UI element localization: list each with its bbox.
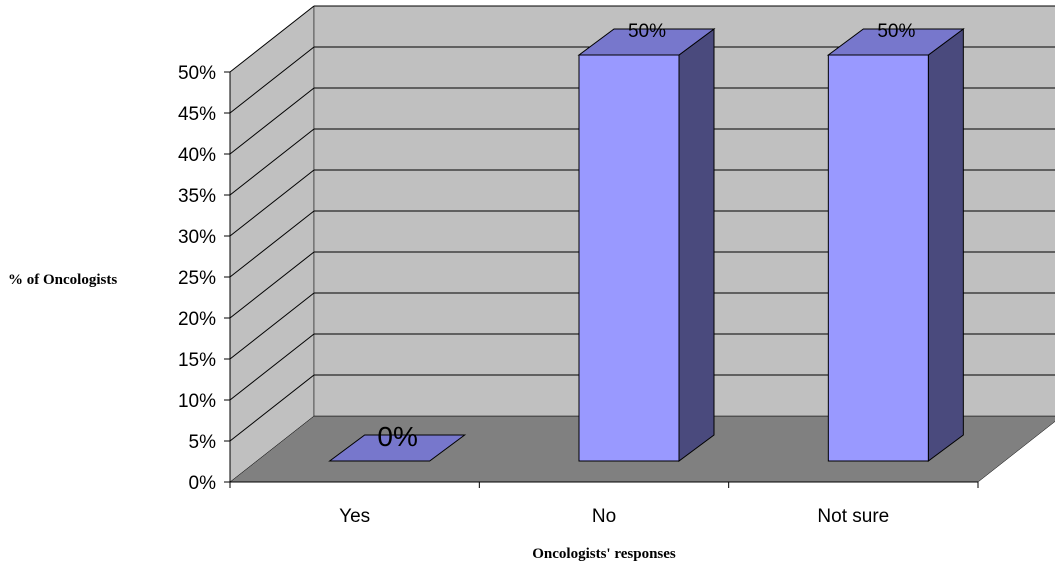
gridline-side [229, 374, 315, 442]
y-tick-label: 0% [189, 473, 217, 494]
x-tick-label: Yes [339, 506, 370, 527]
x-tick-label: Not sure [817, 506, 889, 527]
gridline-side [229, 46, 315, 114]
bar-top [577, 28, 716, 56]
gridline-side [229, 333, 315, 401]
labels: 0% 5% 10% 15% 20% 25% 30% 35% 40% 45% 50% Yes 0% No 50… [178, 21, 915, 527]
y-tick-label: 45% [178, 104, 216, 125]
x-tick-label: No [592, 506, 616, 527]
y-tick-label: 5% [189, 432, 217, 453]
gridline-side [229, 5, 315, 73]
y-axis-title: % of Oncologists [8, 272, 117, 288]
gridline-side [229, 292, 315, 360]
y-tick-label: 10% [178, 391, 216, 412]
gridline-side [229, 87, 315, 155]
bar [826, 28, 965, 462]
bar-front [827, 54, 929, 462]
bar-top [826, 28, 965, 56]
data-label: 50% [628, 21, 666, 42]
data-label: 0% [377, 421, 417, 452]
gridline-side [229, 210, 315, 278]
bars [328, 28, 965, 462]
bar-side [678, 28, 715, 462]
bar-side [927, 28, 964, 462]
axes [224, 71, 979, 488]
bar [328, 434, 467, 462]
y-tick-label: 15% [178, 350, 216, 371]
bar [577, 28, 716, 462]
y-tick-label: 30% [178, 227, 216, 248]
gridline-side [229, 169, 315, 237]
y-tick-label: 50% [178, 63, 216, 84]
y-tick-label: 25% [178, 268, 216, 289]
bar-top [328, 434, 467, 462]
data-label: 50% [877, 21, 915, 42]
gridline-side [229, 251, 315, 319]
bar-front [578, 54, 680, 462]
y-tick-label: 20% [178, 309, 216, 330]
y-tick-label: 40% [178, 145, 216, 166]
x-axis-title: Oncologists' responses [532, 546, 676, 562]
gridline-side [229, 128, 315, 196]
y-tick-label: 35% [178, 186, 216, 207]
